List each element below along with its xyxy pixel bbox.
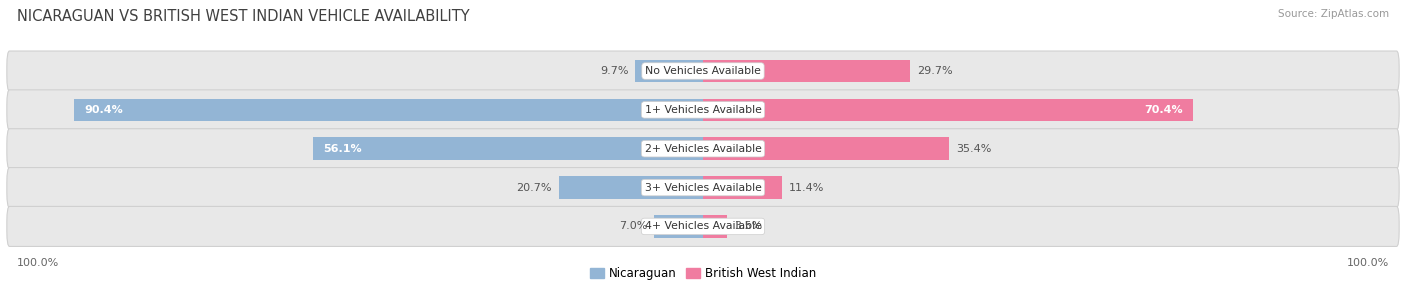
Text: 56.1%: 56.1% — [323, 144, 361, 154]
Text: 100.0%: 100.0% — [17, 258, 59, 268]
Text: NICARAGUAN VS BRITISH WEST INDIAN VEHICLE AVAILABILITY: NICARAGUAN VS BRITISH WEST INDIAN VEHICL… — [17, 9, 470, 23]
Text: 3+ Vehicles Available: 3+ Vehicles Available — [644, 182, 762, 192]
Bar — [703, 60, 910, 82]
FancyBboxPatch shape — [7, 51, 1399, 91]
FancyBboxPatch shape — [7, 90, 1399, 130]
Bar — [703, 215, 727, 238]
Text: 100.0%: 100.0% — [1347, 258, 1389, 268]
Text: 9.7%: 9.7% — [600, 66, 628, 76]
Bar — [560, 176, 703, 199]
Text: No Vehicles Available: No Vehicles Available — [645, 66, 761, 76]
Text: 20.7%: 20.7% — [516, 182, 553, 192]
Bar — [312, 138, 703, 160]
Text: 7.0%: 7.0% — [619, 221, 647, 231]
Text: 1+ Vehicles Available: 1+ Vehicles Available — [644, 105, 762, 115]
Text: 11.4%: 11.4% — [789, 182, 825, 192]
Text: 2+ Vehicles Available: 2+ Vehicles Available — [644, 144, 762, 154]
Bar — [703, 138, 949, 160]
Text: 29.7%: 29.7% — [917, 66, 952, 76]
Text: 70.4%: 70.4% — [1144, 105, 1182, 115]
FancyBboxPatch shape — [7, 168, 1399, 208]
Bar — [636, 60, 703, 82]
Text: 90.4%: 90.4% — [84, 105, 122, 115]
Bar — [73, 99, 703, 121]
Bar — [654, 215, 703, 238]
Text: 3.5%: 3.5% — [734, 221, 762, 231]
Text: 35.4%: 35.4% — [956, 144, 991, 154]
Text: Source: ZipAtlas.com: Source: ZipAtlas.com — [1278, 9, 1389, 19]
Legend: Nicaraguan, British West Indian: Nicaraguan, British West Indian — [591, 267, 815, 280]
Bar — [703, 176, 782, 199]
FancyBboxPatch shape — [7, 129, 1399, 169]
Bar — [703, 99, 1194, 121]
Text: 4+ Vehicles Available: 4+ Vehicles Available — [644, 221, 762, 231]
FancyBboxPatch shape — [7, 206, 1399, 247]
